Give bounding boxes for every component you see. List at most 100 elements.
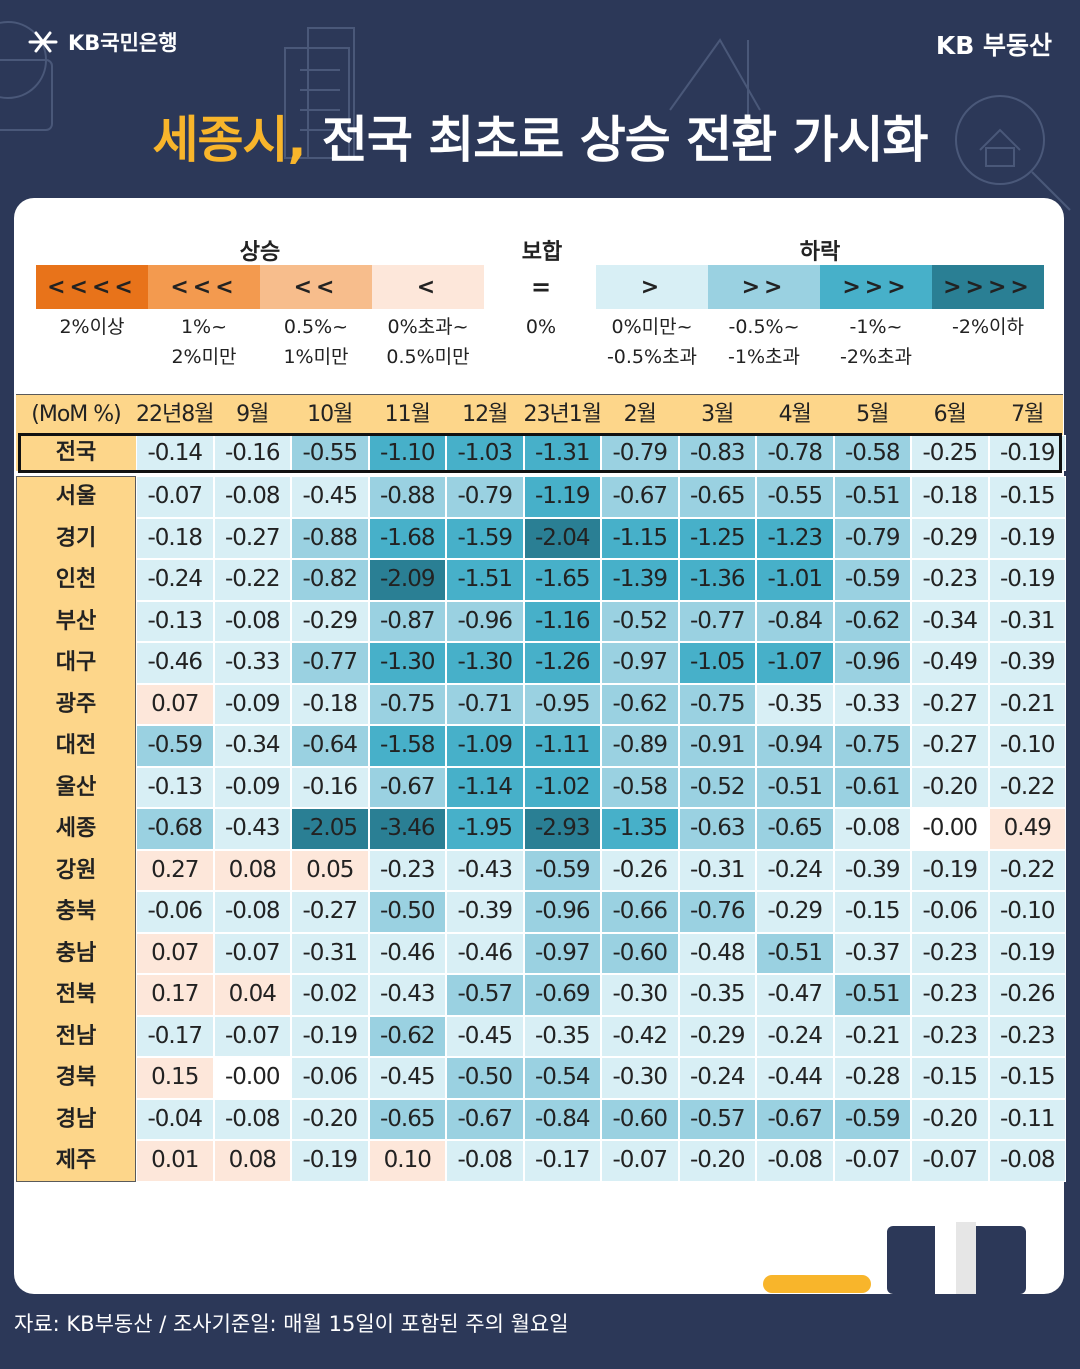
table-cell: -0.83: [678, 435, 756, 471]
table-cell: -0.64: [291, 725, 369, 767]
region-label: 세종: [55, 816, 97, 841]
title-highlight: 세종시,: [152, 111, 306, 169]
table-cell: 0.17: [136, 974, 214, 1016]
legend-swatch: <<<: [148, 265, 260, 309]
table-cell: -0.06: [911, 891, 989, 933]
table-cell: -1.30: [368, 642, 446, 684]
table-cell: -1.10: [368, 435, 446, 471]
table-cell: -1.16: [523, 600, 601, 642]
region-label: 울산: [55, 774, 97, 800]
table-cell: -0.55: [291, 435, 369, 471]
table-cell: -0.19: [988, 517, 1066, 559]
table-cell: -0.47: [756, 974, 834, 1016]
legend-range-label: 0.5%~ 1%미만: [283, 316, 349, 368]
table-cell: -0.91: [678, 725, 756, 767]
table-cell: -0.07: [213, 1015, 291, 1057]
column-header: 11월: [384, 402, 431, 427]
table-cell: -0.25: [911, 435, 989, 471]
table-cell: -0.39: [446, 891, 524, 933]
table-cell: -1.31: [523, 435, 601, 471]
table-cell: -0.11: [988, 1098, 1066, 1140]
table-cell: -0.50: [368, 891, 446, 933]
table-cell: -0.19: [911, 849, 989, 891]
table-cell: -0.94: [756, 725, 834, 767]
table-cell: -0.24: [136, 559, 214, 601]
table-cell: 0.07: [136, 932, 214, 974]
table-cell: -0.22: [213, 559, 291, 601]
table-cell: -0.31: [678, 849, 756, 891]
table-cell: -1.51: [446, 559, 524, 601]
source-note: 자료: KB부동산 / 조사기준일: 매월 15일이 포함된 주의 월요일: [14, 1312, 569, 1336]
table-cell: -1.26: [523, 642, 601, 684]
region-label: 광주: [55, 691, 97, 717]
region-label: 전남: [55, 1023, 97, 1049]
table-cell: -1.19: [523, 476, 601, 518]
table-cell: -0.15: [833, 891, 911, 933]
table-cell: -0.60: [601, 1098, 679, 1140]
table-cell: -0.43: [368, 974, 446, 1016]
table-cell: -1.07: [756, 642, 834, 684]
column-header: 10월: [307, 402, 353, 427]
table-cell: -0.08: [988, 1140, 1066, 1182]
table-cell: -1.15: [601, 517, 679, 559]
table-cell: 0.07: [136, 683, 214, 725]
table-cell: -0.65: [368, 1098, 446, 1140]
background-cityscape-decoration: [0, 21, 1071, 211]
region-label: 대구: [55, 650, 97, 675]
table-cell: -0.27: [911, 725, 989, 767]
table-cell: -0.00: [911, 808, 989, 850]
column-header: 9월: [236, 402, 269, 427]
table-cell: -0.09: [213, 766, 291, 808]
table-cell: -0.00: [213, 1057, 291, 1099]
table-cell: -0.97: [601, 642, 679, 684]
table-cell: -0.97: [523, 932, 601, 974]
table-cell: -0.17: [136, 1015, 214, 1057]
table-cell: -0.46: [136, 642, 214, 684]
table-cell: -0.08: [213, 1098, 291, 1140]
table-cell: -1.01: [756, 559, 834, 601]
table-cell: -0.28: [833, 1057, 911, 1099]
table-cell: -0.87: [368, 600, 446, 642]
table-cell: -0.15: [911, 1057, 989, 1099]
table-cell: -0.89: [601, 725, 679, 767]
table-cell: -1.25: [678, 517, 756, 559]
column-header: 5월: [856, 402, 889, 427]
table-cell: -0.57: [678, 1098, 756, 1140]
table-cell: -0.35: [523, 1015, 601, 1057]
table-cell: -0.57: [446, 974, 524, 1016]
table-cell: -0.65: [678, 476, 756, 518]
table-cell: -0.06: [291, 1057, 369, 1099]
table-cell: -3.46: [368, 808, 446, 850]
content-card: 상승 보합 하락 = <<<< 2%이상 <<< 1%~ 2%미만 << 0.5%~ 1%…: [14, 198, 1066, 1294]
legend-flat-heading: 보합: [521, 240, 563, 265]
kb-bank-logo: KB국민은행: [26, 28, 178, 56]
table-cell: -1.02: [523, 766, 601, 808]
legend-swatch: >>>: [820, 265, 932, 309]
table-cell: -0.79: [601, 435, 679, 471]
table-cell: -0.21: [988, 683, 1066, 725]
table-cell: -0.31: [988, 600, 1066, 642]
table-cell: -0.22: [988, 766, 1066, 808]
legend-swatch: <: [372, 265, 484, 309]
table-cell: -0.09: [213, 683, 291, 725]
region-column: [16, 476, 136, 1182]
table-cell: -0.07: [911, 1140, 989, 1182]
table-cell: -0.51: [756, 766, 834, 808]
table-cell: -2.09: [368, 559, 446, 601]
table-cell: -0.75: [368, 683, 446, 725]
table-cell: -0.75: [678, 683, 756, 725]
row-header-label: (MoM %): [31, 402, 122, 427]
title-rest: 전국 최초로 상승 전환 가시화: [321, 111, 929, 169]
table-cell: -0.95: [523, 683, 601, 725]
table-cell: -0.44: [756, 1057, 834, 1099]
table-cell: -0.55: [756, 476, 834, 518]
table-cell: -0.35: [678, 974, 756, 1016]
table-cell: -1.39: [601, 559, 679, 601]
table-cell: -0.29: [911, 517, 989, 559]
table-cell: -0.42: [601, 1015, 679, 1057]
bank-name: KB국민은행: [68, 31, 178, 55]
table-cell: -0.54: [523, 1057, 601, 1099]
legend-range-label: 2%이상: [59, 316, 125, 338]
table-cell: -0.82: [291, 559, 369, 601]
table-cell: -1.36: [678, 559, 756, 601]
